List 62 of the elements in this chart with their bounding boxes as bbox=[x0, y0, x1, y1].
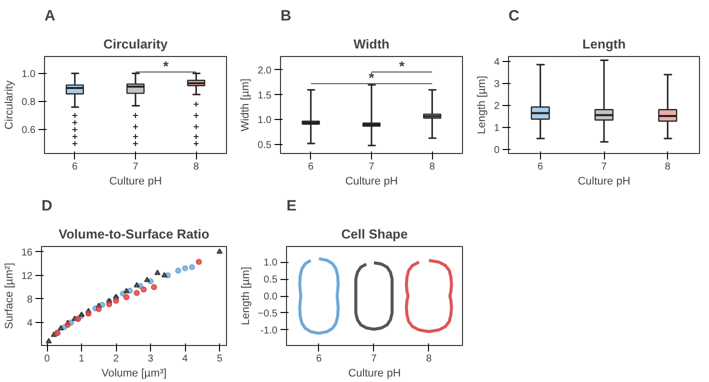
x-tick-label: 7 bbox=[368, 162, 375, 172]
y-tick-label: 1.0 bbox=[258, 115, 272, 126]
x-tick-label: 1 bbox=[78, 354, 85, 364]
chart-title: Volume-to-Surface Ratio bbox=[58, 226, 210, 242]
x-tick-label: 7 bbox=[371, 354, 378, 364]
x-tick-label: 5 bbox=[216, 354, 223, 364]
x-tick-label: 6 bbox=[538, 162, 544, 172]
chart-title: Circularity bbox=[103, 36, 168, 52]
y-tick-label: 8 bbox=[26, 294, 33, 306]
y-tick-label: 1.0 bbox=[264, 258, 278, 269]
x-axis-title: Culture pH bbox=[345, 176, 398, 188]
y-tick-label: 4 bbox=[26, 318, 33, 330]
annotation: * bbox=[368, 70, 375, 86]
y-axis-title: Length [µm] bbox=[240, 266, 252, 326]
x-axis-title: Culture pH bbox=[578, 176, 630, 188]
y-tick-label: 2 bbox=[494, 100, 500, 112]
x-tick-label: 6 bbox=[308, 162, 314, 172]
x-tick-label: 7 bbox=[601, 162, 608, 172]
x-tick-label: 7 bbox=[132, 162, 139, 172]
y-tick-label: 0.0 bbox=[264, 292, 278, 302]
y-tick-label: -1.0 bbox=[260, 325, 278, 336]
x-tick-label: 3 bbox=[148, 354, 154, 364]
y-axis-title: Width [µm] bbox=[240, 78, 252, 132]
y-tick-label: 1.5 bbox=[258, 90, 272, 102]
y-tick-label: 0 bbox=[494, 145, 500, 156]
chart-title: Cell Shape bbox=[341, 226, 408, 242]
annotation: * bbox=[399, 58, 406, 74]
x-tick-label: 6 bbox=[72, 162, 78, 172]
text: A bbox=[44, 8, 56, 24]
x-tick-label: 8 bbox=[664, 162, 671, 172]
y-tick-label: 4 bbox=[494, 56, 500, 68]
y-tick-label: 0.5 bbox=[264, 274, 278, 286]
x-tick-label: 0 bbox=[44, 354, 50, 364]
text: B bbox=[280, 8, 292, 24]
x-tick-label: 4 bbox=[182, 354, 188, 364]
y-tick-label: −0.5 bbox=[258, 308, 278, 320]
y-tick-label: 0.5 bbox=[258, 140, 272, 152]
y-tick-label: 16 bbox=[21, 247, 33, 258]
y-tick-label: 12 bbox=[21, 270, 33, 282]
chart-title: Width bbox=[354, 36, 390, 52]
y-tick-label: 2.0 bbox=[258, 65, 272, 76]
text: D bbox=[42, 198, 52, 214]
y-tick-label: 1.0 bbox=[22, 68, 36, 80]
y-axis-title: Surface [µm²] bbox=[3, 262, 16, 330]
y-tick-label: 0.6 bbox=[22, 125, 36, 136]
annotation: * bbox=[163, 58, 170, 74]
chart-title: Length bbox=[582, 36, 626, 52]
y-tick-label: 3 bbox=[494, 78, 500, 90]
y-axis-title: Circularity bbox=[4, 80, 16, 130]
x-tick-label: 8 bbox=[426, 354, 432, 364]
x-tick-label: 8 bbox=[429, 162, 436, 172]
x-axis-title: Culture pH bbox=[348, 368, 401, 380]
x-axis-title: Volume [µm³] bbox=[101, 368, 167, 380]
y-tick-label: 0.8 bbox=[22, 96, 36, 108]
x-tick-label: 6 bbox=[316, 354, 322, 364]
text: E bbox=[286, 198, 297, 214]
y-tick-label: 1 bbox=[494, 122, 500, 134]
x-tick-label: 8 bbox=[193, 162, 200, 172]
x-tick-label: 2 bbox=[113, 354, 120, 364]
x-axis-title: Culture pH bbox=[109, 176, 162, 188]
y-axis-title: Length [µm] bbox=[476, 76, 488, 134]
text: C bbox=[508, 8, 520, 24]
